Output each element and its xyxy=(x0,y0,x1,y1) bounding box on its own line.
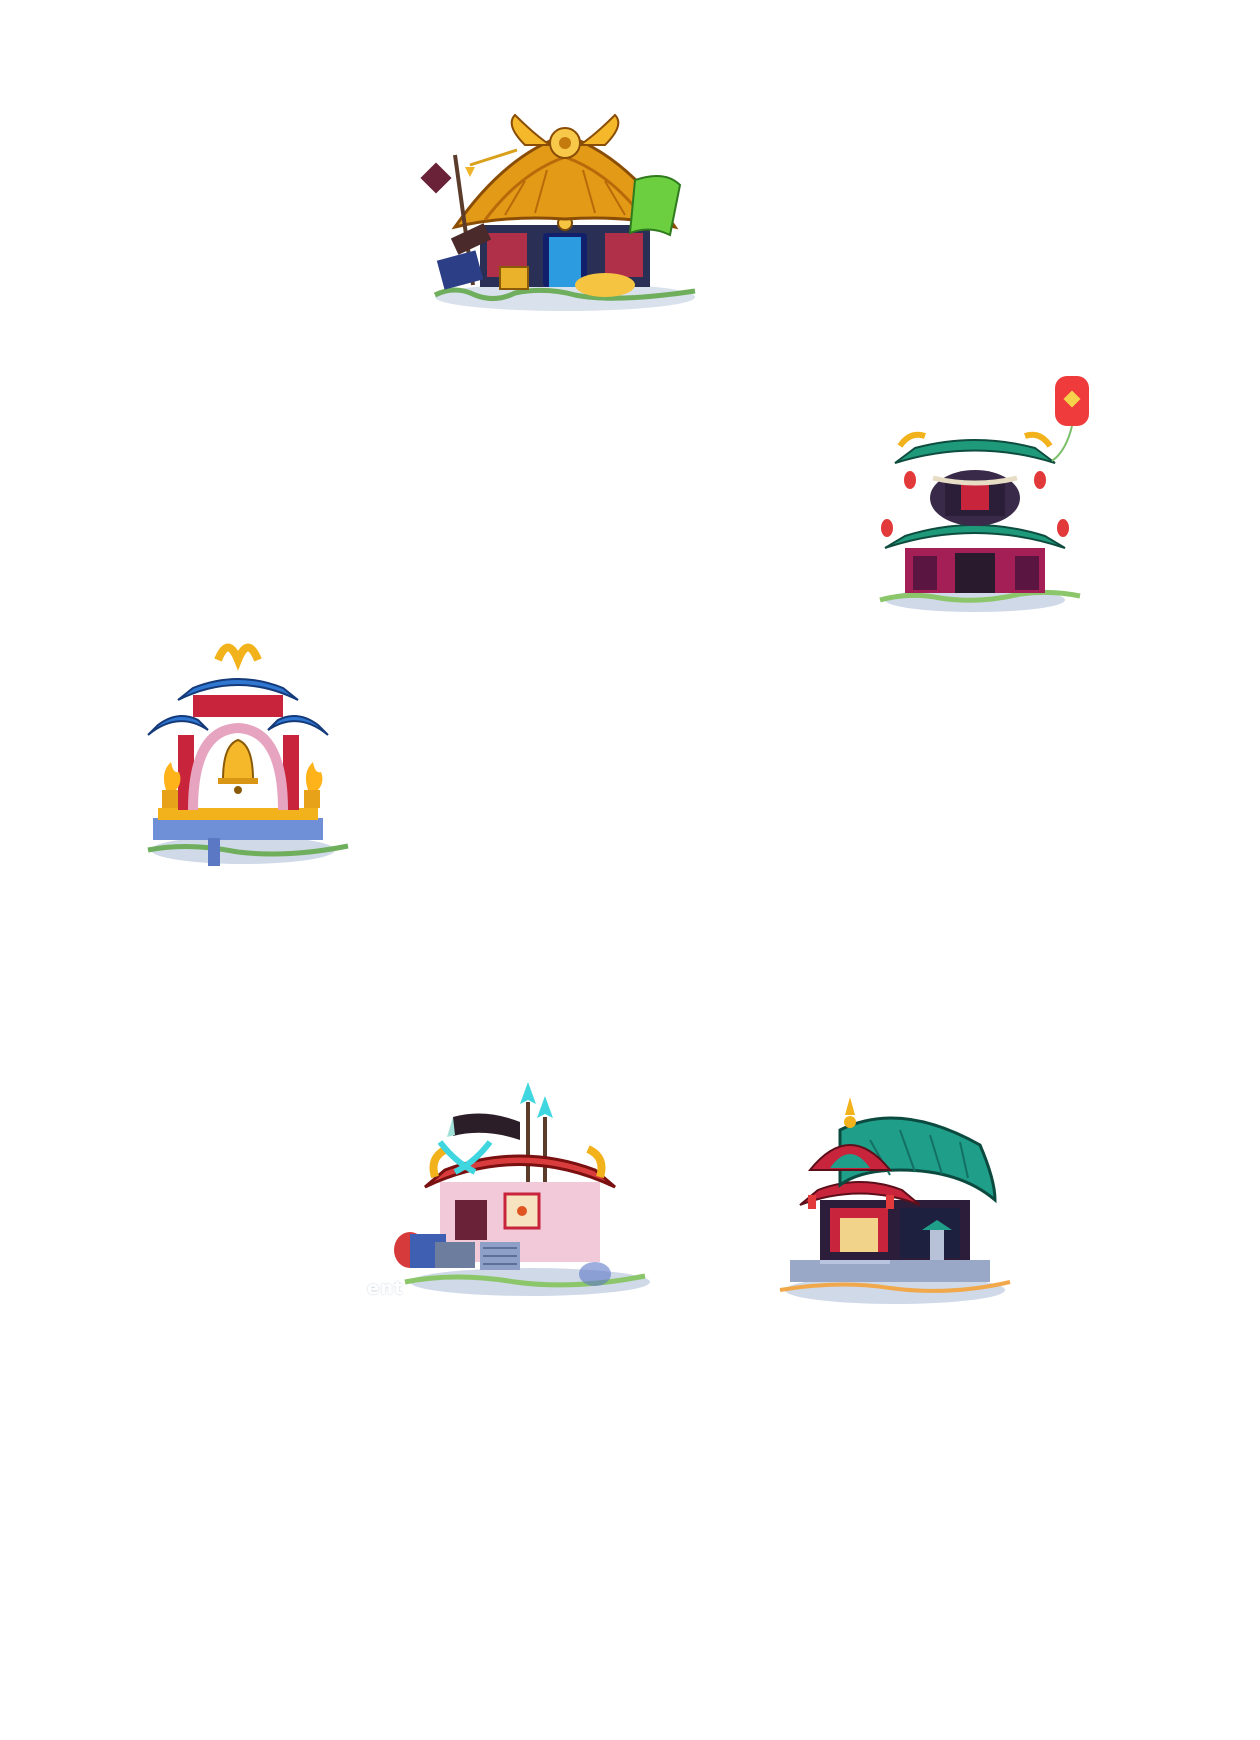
bell-shrine-building[interactable] xyxy=(147,640,358,870)
grand-temple-building[interactable] xyxy=(779,1090,1011,1310)
golden-horned-treasury-icon xyxy=(420,113,696,311)
ground-text-fragment: ent xyxy=(367,1278,404,1299)
lantern-pavilion-building[interactable] xyxy=(875,376,1105,618)
treasury-building[interactable] xyxy=(420,113,705,315)
jade-roof-temple-icon xyxy=(779,1097,1011,1304)
golden-bell-shrine-icon xyxy=(147,643,349,866)
weapons-barracks-building[interactable]: ent xyxy=(367,1082,655,1302)
lantern-pagoda-icon xyxy=(879,376,1089,612)
spear-barracks-icon xyxy=(394,1082,650,1296)
